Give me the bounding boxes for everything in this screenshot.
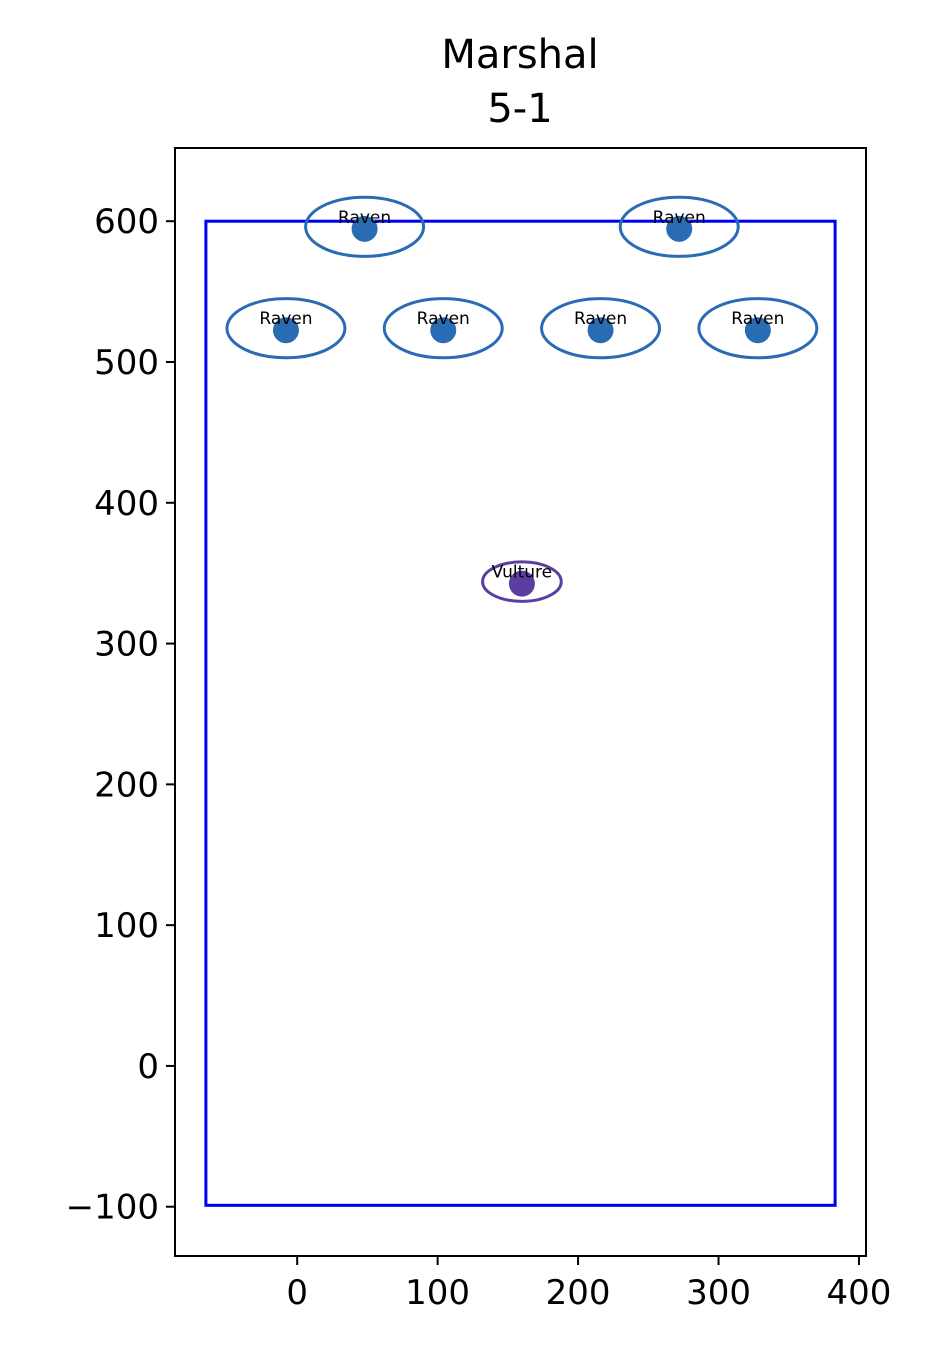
y-tick-label: 100: [94, 906, 159, 946]
y-tick-label: 0: [137, 1047, 159, 1087]
chart-subtitle: 5-1: [487, 86, 552, 132]
x-tick-label: 300: [686, 1273, 751, 1313]
x-axis: 0 100 200 300 400: [286, 1256, 891, 1313]
unit-raven: Raven: [225, 297, 347, 360]
unit-label: Raven: [574, 309, 627, 329]
unit-range-ellipse: [382, 297, 504, 360]
unit-marker: [744, 317, 771, 344]
unit-range-ellipse: [540, 297, 662, 360]
unit-label: Raven: [338, 208, 391, 228]
y-tick-label: 200: [94, 765, 159, 805]
unit-range-ellipse: [697, 297, 819, 360]
unit-marker: [666, 215, 693, 242]
boundary-layer: [204, 219, 837, 1207]
y-tick-label: 500: [94, 343, 159, 383]
unit-marker: [587, 317, 614, 344]
y-tick-label: −100: [66, 1188, 159, 1228]
unit-label: Raven: [259, 309, 312, 329]
unit-vulture: Vulture: [481, 560, 563, 603]
x-tick-label: 0: [286, 1273, 308, 1313]
y-tick-label: 600: [94, 202, 159, 242]
unit-raven: Raven: [618, 195, 740, 258]
y-tick-label: 400: [94, 484, 159, 524]
boundary-rect: [204, 219, 837, 1207]
unit-range-ellipse: [618, 195, 740, 258]
unit-label: Raven: [417, 309, 470, 329]
unit-raven: Raven: [697, 297, 819, 360]
plot-frame: [174, 147, 867, 1257]
unit-range-ellipse: [304, 195, 426, 258]
unit-marker: [508, 570, 535, 597]
unit-marker: [272, 317, 299, 344]
unit-range-ellipse: [225, 297, 347, 360]
unit-marker: [430, 317, 457, 344]
x-tick-label: 200: [546, 1273, 611, 1313]
unit-label: Raven: [653, 208, 706, 228]
x-tick-label: 100: [405, 1273, 470, 1313]
y-axis: −100 0 100 200 300 400 500 600: [66, 202, 175, 1228]
unit-raven: Raven: [540, 297, 662, 360]
chart-title: Marshal: [441, 32, 598, 78]
unit-raven: Raven: [304, 195, 426, 258]
unit-label: Raven: [731, 309, 784, 329]
unit-label: Vulture: [492, 563, 553, 583]
x-tick-label: 400: [827, 1273, 892, 1313]
y-tick-label: 300: [94, 625, 159, 665]
units-layer: Raven Raven Raven Raven Raven Raven Vulture: [225, 195, 819, 603]
unit-range-ellipse: [481, 560, 563, 603]
unit-raven: Raven: [382, 297, 504, 360]
unit-marker: [351, 215, 378, 242]
